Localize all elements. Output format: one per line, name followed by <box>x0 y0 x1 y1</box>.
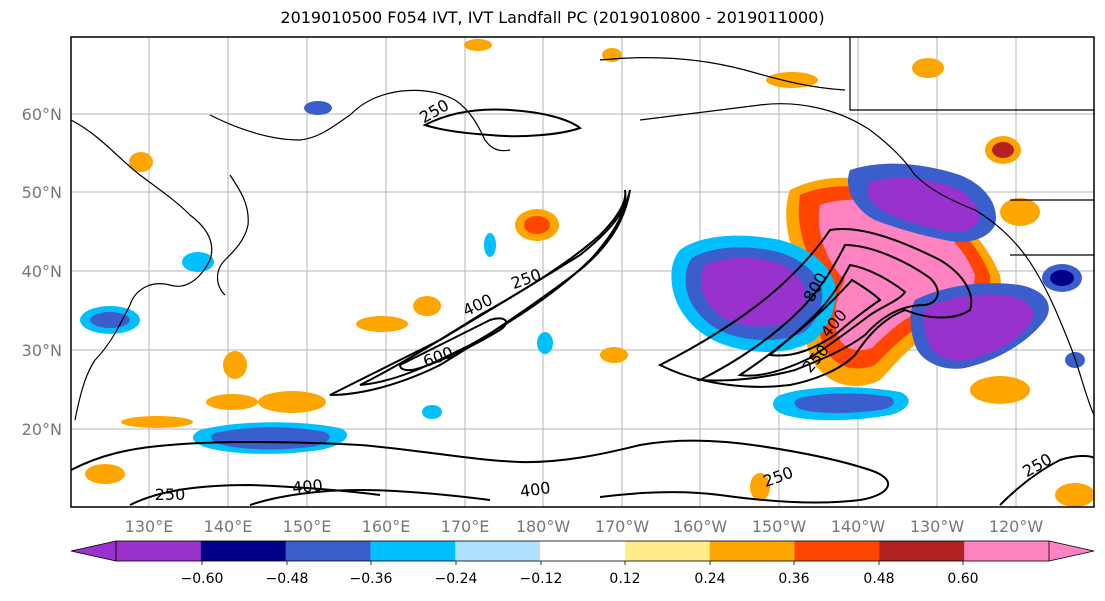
colorbar-segment <box>624 541 711 561</box>
longitude-label: 170°W <box>595 517 650 536</box>
colorbar-segment <box>540 541 626 561</box>
positive-blob <box>129 152 153 172</box>
negative-blob-core <box>1050 270 1074 286</box>
longitude-label: 170°E <box>441 517 490 536</box>
negative-streak-west-core <box>211 427 330 450</box>
negative-blob <box>484 233 496 257</box>
positive-blob-core <box>992 142 1014 158</box>
colorbar-extend-max <box>1048 540 1095 562</box>
contour-label: 250 <box>1019 449 1055 481</box>
colorbar-tick-label: 0.12 <box>609 571 640 587</box>
longitude-label: 140°E <box>204 517 253 536</box>
negative-anomaly-east-max <box>923 294 1034 361</box>
colorbar-segment <box>709 541 796 561</box>
colorbar: −0.60 −0.48 −0.36 −0.24 −0.12 0.12 0.24 0.36 0.4… <box>70 540 1095 587</box>
positive-blob <box>970 376 1030 404</box>
ivt-contours <box>71 108 1094 506</box>
colorbar-segment <box>794 541 880 561</box>
negative-anomaly-north-max <box>867 177 979 232</box>
negative-blob-core <box>90 312 130 328</box>
positive-blob <box>356 316 408 332</box>
negative-anomaly-max <box>701 257 806 327</box>
longitude-labels: 130°E 140°E 150°E 160°E 170°E 180°W 170°W 160°W… <box>125 517 1044 536</box>
contour-label: 400 <box>291 476 323 498</box>
colorbar-tick-label: 0.24 <box>694 571 725 587</box>
colorbar-extend-min <box>70 540 117 562</box>
colorbar-tick-label: −0.48 <box>266 571 309 587</box>
colorbar-tick-label: 0.60 <box>947 571 978 587</box>
latitude-label: 30°N <box>22 341 62 360</box>
colorbar-tick-label: 0.36 <box>778 571 809 587</box>
colorbar-tick-label: −0.12 <box>520 571 563 587</box>
longitude-label: 180°W <box>516 517 571 536</box>
longitude-label: 150°E <box>283 517 332 536</box>
latitude-label: 50°N <box>22 183 62 202</box>
longitude-label: 120°W <box>989 517 1044 536</box>
contour-label: 250 <box>509 265 544 293</box>
contour-label: 250 <box>155 485 186 504</box>
ivt-shading <box>80 39 1094 507</box>
colorbar-tick-label: −0.36 <box>350 571 393 587</box>
contour-label: 250 <box>761 463 796 491</box>
negative-blob <box>537 332 553 354</box>
positive-blob <box>223 351 247 379</box>
positive-blob-core <box>524 216 550 234</box>
positive-blob <box>413 296 441 316</box>
latitude-label: 20°N <box>22 420 62 439</box>
colorbar-segment <box>964 541 1050 561</box>
longitude-label: 130°W <box>910 517 965 536</box>
positive-blob <box>600 347 628 363</box>
colorbar-segment <box>879 541 965 561</box>
positive-blob <box>206 394 258 410</box>
longitude-label: 160°W <box>673 517 728 536</box>
map-title: 2019010500 F054 IVT, IVT Landfall PC (20… <box>280 8 825 27</box>
colorbar-outline <box>115 540 1050 562</box>
longitude-label: 150°W <box>752 517 807 536</box>
colorbar-segment <box>116 541 202 561</box>
positive-blob <box>1000 198 1040 226</box>
contour-label: 250 <box>416 95 452 127</box>
coastlines <box>71 37 1094 421</box>
latitude-label: 40°N <box>22 262 62 281</box>
negative-blob <box>422 405 442 419</box>
latitude-labels: 60°N 50°N 40°N 30°N 20°N <box>22 105 62 439</box>
colorbar-tick-label: 0.48 <box>863 571 894 587</box>
positive-blob <box>464 39 492 51</box>
colorbar-segment <box>370 541 456 561</box>
positive-blob <box>750 473 770 501</box>
colorbar-segment <box>200 541 287 561</box>
contour-label: 400 <box>519 478 552 501</box>
latitude-label: 60°N <box>22 105 62 124</box>
colorbar-tick-label: −0.24 <box>435 571 478 587</box>
positive-blob <box>85 464 125 484</box>
positive-blob <box>121 416 193 428</box>
colorbar-tick-label: −0.60 <box>181 571 224 587</box>
positive-blob <box>912 58 944 78</box>
positive-blob <box>258 391 326 413</box>
positive-blob <box>766 72 818 88</box>
longitude-label: 140°W <box>831 517 886 536</box>
colorbar-segment <box>285 541 371 561</box>
longitude-label: 160°E <box>362 517 411 536</box>
map-area <box>71 37 1094 507</box>
map-frame <box>70 36 1095 508</box>
positive-blob <box>1055 483 1094 507</box>
longitude-label: 130°E <box>125 517 174 536</box>
colorbar-segment <box>455 541 541 561</box>
negative-streak-core <box>794 393 894 413</box>
negative-blob <box>304 101 332 115</box>
